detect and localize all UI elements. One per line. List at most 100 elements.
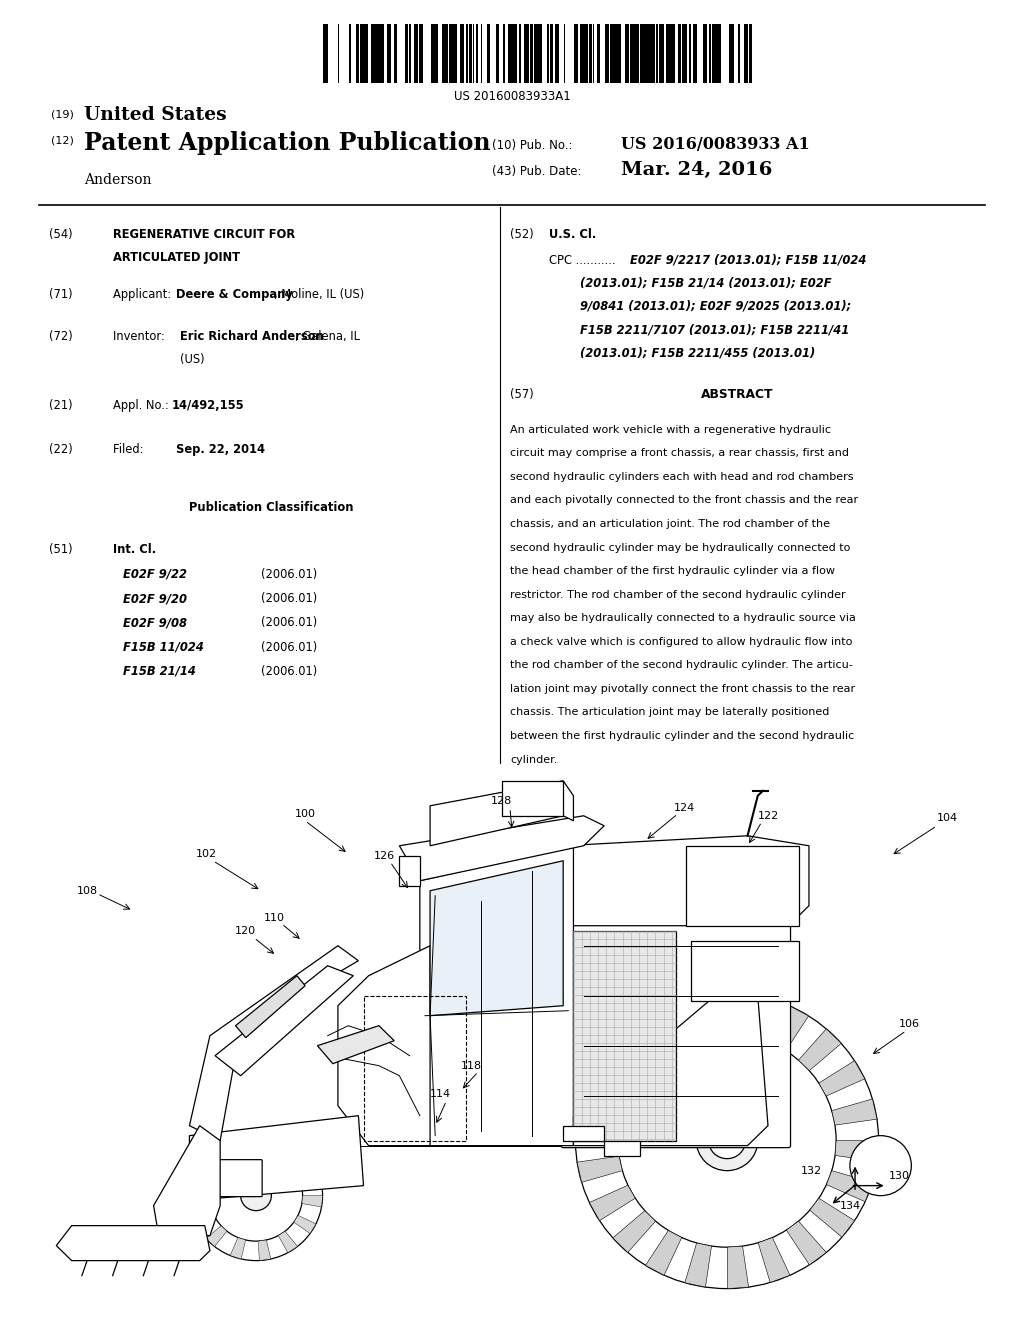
Bar (604, 24, 607, 83)
Polygon shape (196, 1158, 218, 1176)
Polygon shape (191, 1208, 214, 1224)
Text: (51): (51) (49, 543, 73, 556)
Polygon shape (399, 816, 604, 880)
Text: F15B 11/024: F15B 11/024 (123, 640, 204, 653)
Polygon shape (706, 993, 727, 1035)
Bar (630, 24, 634, 83)
Polygon shape (599, 1044, 644, 1084)
Text: US 20160083933A1: US 20160083933A1 (454, 90, 570, 103)
Text: 110: 110 (264, 912, 285, 923)
Polygon shape (215, 966, 353, 1076)
Bar (678, 24, 681, 83)
Bar (589, 24, 592, 83)
Bar (364, 24, 366, 83)
Bar (434, 24, 436, 83)
Bar (670, 24, 673, 83)
Polygon shape (819, 1061, 864, 1096)
Polygon shape (206, 1226, 227, 1246)
Text: (2006.01): (2006.01) (261, 568, 317, 581)
Bar (574, 24, 577, 83)
Text: Mar. 24, 2016: Mar. 24, 2016 (621, 161, 772, 180)
Polygon shape (742, 994, 769, 1039)
Text: 126: 126 (374, 851, 394, 861)
Polygon shape (189, 945, 358, 1140)
Text: REGENERATIVE CIRCUIT FOR: REGENERATIVE CIRCUIT FOR (113, 228, 295, 242)
Text: (12): (12) (51, 136, 74, 147)
Bar (635, 24, 639, 83)
Circle shape (575, 993, 879, 1288)
Circle shape (241, 1180, 271, 1210)
Polygon shape (590, 1185, 635, 1221)
Polygon shape (236, 975, 305, 1038)
Text: (57): (57) (510, 388, 534, 401)
Bar (691, 941, 799, 1001)
Text: (52): (52) (510, 228, 534, 242)
Bar (651, 24, 654, 83)
Text: (71): (71) (49, 289, 73, 301)
Bar (466, 24, 468, 83)
Bar (668, 24, 670, 83)
Polygon shape (645, 1230, 682, 1275)
Bar (508, 24, 512, 83)
Polygon shape (810, 1199, 855, 1237)
Bar (469, 24, 472, 83)
Bar (394, 24, 396, 83)
Polygon shape (420, 846, 573, 1146)
Polygon shape (836, 1140, 879, 1162)
Bar (702, 24, 707, 83)
Polygon shape (563, 836, 809, 925)
Text: circuit may comprise a front chassis, a rear chassis, first and: circuit may comprise a front chassis, a … (510, 449, 849, 458)
Bar (409, 24, 411, 83)
Bar (655, 24, 657, 83)
Polygon shape (189, 1184, 210, 1196)
Polygon shape (578, 1156, 623, 1183)
Polygon shape (685, 1243, 712, 1287)
Polygon shape (430, 861, 563, 1015)
Text: E02F 9/2217 (2013.01); F15B 11/024: E02F 9/2217 (2013.01); F15B 11/024 (626, 253, 866, 267)
FancyBboxPatch shape (561, 924, 791, 1147)
Bar (551, 24, 553, 83)
Text: (2006.01): (2006.01) (261, 616, 317, 630)
Polygon shape (285, 1144, 306, 1166)
Bar (647, 24, 651, 83)
Bar (563, 1126, 604, 1140)
Text: may also be hydraulically connected to a hydraulic source via: may also be hydraulically connected to a… (510, 614, 856, 623)
Text: (2013.01); F15B 21/14 (2013.01); E02F: (2013.01); F15B 21/14 (2013.01); E02F (580, 277, 831, 290)
Text: An articulated work vehicle with a regenerative hydraulic: An articulated work vehicle with a regen… (510, 425, 830, 434)
Polygon shape (786, 1221, 826, 1265)
Text: 9/0841 (2013.01); E02F 9/2025 (2013.01);: 9/0841 (2013.01); E02F 9/2025 (2013.01); (580, 300, 851, 313)
Bar (364, 995, 466, 1140)
Bar (496, 24, 499, 83)
Text: 122: 122 (758, 810, 778, 821)
Text: Int. Cl.: Int. Cl. (113, 543, 156, 556)
Text: Filed:: Filed: (113, 444, 172, 457)
Text: 134: 134 (840, 1201, 860, 1210)
Bar (462, 24, 464, 83)
Text: 100: 100 (295, 809, 315, 818)
Text: (2013.01); F15B 2211/455 (2013.01): (2013.01); F15B 2211/455 (2013.01) (580, 346, 815, 359)
Text: ABSTRACT: ABSTRACT (701, 388, 773, 401)
Text: (2006.01): (2006.01) (261, 665, 317, 678)
Text: 14/492,155: 14/492,155 (172, 399, 245, 412)
Polygon shape (242, 1131, 254, 1151)
Text: the head chamber of the first hydraulic cylinder via a flow: the head chamber of the first hydraulic … (510, 566, 835, 576)
FancyBboxPatch shape (188, 1160, 262, 1197)
Polygon shape (189, 1115, 364, 1201)
Bar (453, 24, 457, 83)
Bar (614, 24, 618, 83)
Bar (749, 24, 752, 83)
Text: Publication Classification: Publication Classification (189, 500, 353, 513)
Text: (43) Pub. Date:: (43) Pub. Date: (492, 165, 581, 178)
Polygon shape (727, 1246, 749, 1288)
Text: Patent Application Publication: Patent Application Publication (84, 131, 490, 154)
Text: (22): (22) (49, 444, 73, 457)
Text: second hydraulic cylinder may be hydraulically connected to: second hydraulic cylinder may be hydraul… (510, 543, 850, 553)
Bar (387, 24, 388, 83)
Text: cylinder.: cylinder. (510, 755, 557, 764)
Bar (537, 24, 539, 83)
Polygon shape (628, 1016, 668, 1060)
Text: F15B 21/14: F15B 21/14 (123, 665, 196, 678)
Text: F15B 2211/7107 (2013.01); F15B 2211/41: F15B 2211/7107 (2013.01); F15B 2211/41 (580, 323, 849, 337)
Bar (430, 24, 433, 83)
Polygon shape (154, 1126, 220, 1236)
